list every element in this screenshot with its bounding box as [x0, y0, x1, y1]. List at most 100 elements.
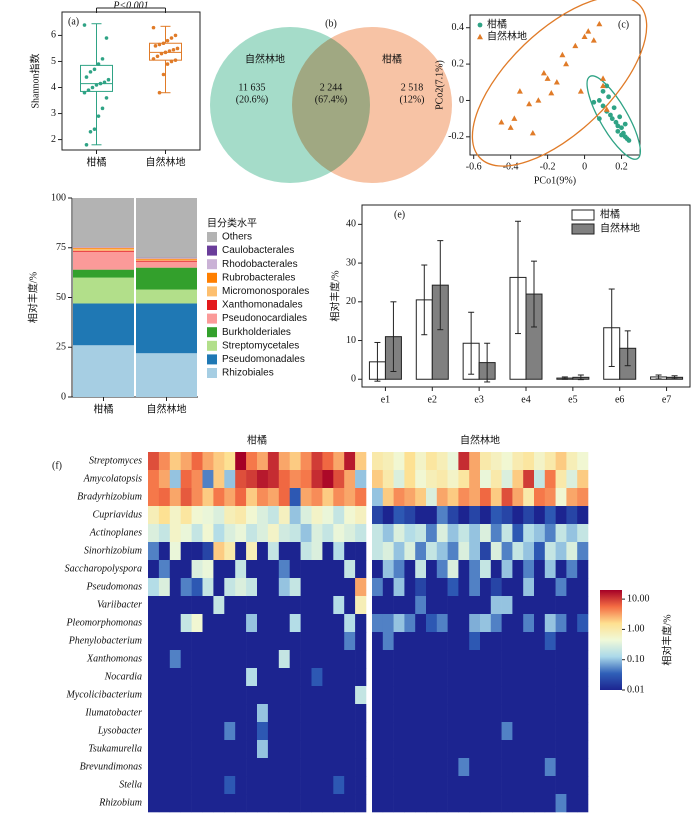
heat-cell: [555, 524, 567, 543]
heat-cell: [393, 722, 405, 741]
data-point: [617, 114, 623, 120]
heat-cell: [501, 758, 513, 777]
heat-cell: [355, 740, 367, 759]
heat-cell: [202, 524, 214, 543]
heat-cell: [257, 542, 269, 561]
x-tick-label: 柑橘: [94, 402, 114, 415]
heat-cell: [555, 722, 567, 741]
heat-cell: [534, 794, 546, 813]
heat-cell: [202, 488, 214, 507]
heat-cell: [322, 632, 334, 651]
heat-cell: [469, 524, 481, 543]
heat-cell: [544, 776, 556, 795]
heat-cell: [191, 506, 203, 525]
heat-cell: [235, 722, 247, 741]
heat-cell: [544, 596, 556, 615]
heat-cell: [544, 452, 556, 471]
heat-cell: [372, 794, 384, 813]
heat-cell: [257, 596, 269, 615]
heat-cell: [246, 740, 258, 759]
heat-cell: [458, 542, 470, 561]
data-point: [165, 62, 170, 66]
heat-cell: [257, 524, 269, 543]
heat-cell: [158, 704, 171, 723]
heat-cell: [426, 488, 438, 507]
heat-cell: [257, 794, 269, 813]
heat-cell: [415, 632, 427, 651]
heat-cell: [393, 506, 405, 525]
heat-cell: [355, 704, 367, 723]
heat-cell: [566, 704, 578, 723]
heat-cell: [458, 614, 470, 633]
heat-cell: [289, 452, 301, 471]
heat-cell: [158, 758, 171, 777]
heat-cell: [534, 596, 546, 615]
heat-cell: [393, 632, 405, 651]
heat-cell: [300, 776, 312, 795]
heat-cell: [289, 632, 301, 651]
heat-cell: [534, 704, 546, 723]
heat-cell: [289, 560, 301, 579]
heat-cell: [158, 614, 171, 633]
heat-cell: [544, 668, 556, 687]
heat-cell: [257, 686, 269, 705]
heat-cell: [566, 758, 578, 777]
heat-cell: [355, 794, 367, 813]
heat-cell: [224, 632, 236, 651]
heat-cell: [344, 578, 356, 597]
heat-cell: [544, 488, 556, 507]
heat-cell: [480, 560, 492, 579]
heat-cell: [344, 542, 356, 561]
heat-cell: [544, 758, 556, 777]
heat-cell: [213, 794, 225, 813]
data-point: [161, 72, 166, 77]
data-point: [604, 83, 610, 89]
y-tick-label: 6: [51, 30, 56, 41]
heat-cell: [355, 776, 367, 795]
data-point: [157, 42, 162, 47]
heat-cell: [480, 470, 492, 489]
heat-cell: [224, 668, 236, 687]
data-point: [167, 49, 172, 53]
data-point: [516, 88, 523, 94]
heat-cell: [566, 740, 578, 759]
data-point: [86, 88, 91, 92]
x-tick-label: e2: [428, 394, 437, 405]
data-point: [100, 106, 105, 111]
data-point: [600, 103, 606, 109]
x-tick-label: 柑橘: [87, 155, 107, 168]
heat-cell: [404, 704, 416, 723]
legend-label: Xanthomonadales: [222, 300, 303, 311]
heat-cell: [235, 650, 247, 669]
heat-cell: [213, 524, 225, 543]
heat-cell: [333, 578, 345, 597]
heat-cell: [344, 668, 356, 687]
legend-label: 自然林地: [487, 29, 527, 42]
heat-cell: [469, 668, 481, 687]
data-point: [94, 83, 99, 87]
heat-cell: [191, 614, 203, 633]
heat-cell: [544, 524, 556, 543]
heat-cell: [447, 668, 459, 687]
y-axis-label: 相对丰度/%: [660, 614, 673, 665]
heat-cell: [393, 560, 405, 579]
data-point: [596, 116, 602, 122]
heat-cell: [534, 740, 546, 759]
heat-cell: [213, 704, 225, 723]
heat-cell: [278, 776, 290, 795]
data-point: [92, 127, 97, 131]
heat-cell: [224, 578, 236, 597]
heat-cell: [512, 614, 524, 633]
heat-cell: [322, 470, 334, 489]
data-point: [544, 75, 551, 81]
heat-cell: [148, 704, 160, 723]
heat-cell: [246, 542, 258, 561]
heat-cell: [235, 776, 247, 795]
data-point: [596, 98, 602, 103]
heat-cell: [426, 596, 438, 615]
heat-cell: [393, 668, 405, 687]
heat-cell: [555, 470, 567, 489]
bar-segment: [73, 303, 134, 346]
confidence-ellipse: [586, 75, 641, 160]
heat-cell: [180, 596, 192, 615]
